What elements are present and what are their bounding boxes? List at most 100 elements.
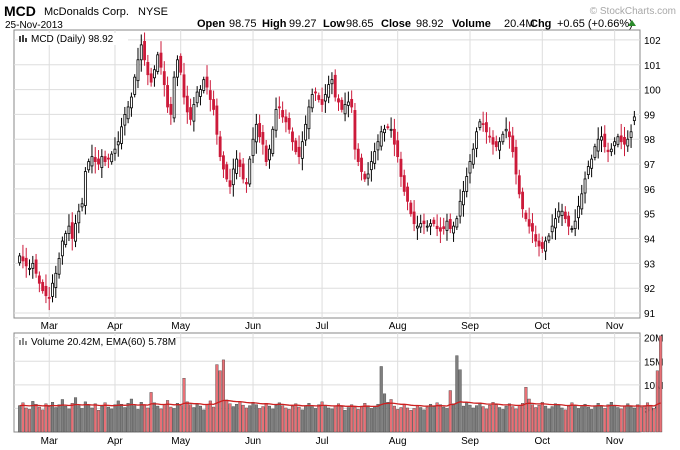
volume-bar	[195, 403, 199, 433]
volume-bar	[74, 397, 78, 433]
candle-body	[110, 153, 114, 163]
candle-body	[343, 104, 347, 115]
volume-bar	[392, 405, 396, 433]
candle-body	[231, 168, 235, 186]
candle-body	[113, 148, 117, 154]
price-tick-label: 91	[644, 309, 656, 320]
volume-bar	[139, 402, 143, 433]
price-month-labels: Mar Apr May Jun Jul Aug Sep Oct Nov	[41, 321, 624, 332]
candle-body	[586, 166, 590, 176]
candle-body	[563, 211, 567, 220]
volume-bar	[360, 405, 364, 433]
candle-body	[120, 126, 123, 144]
candle-body	[67, 225, 71, 234]
candle-body	[57, 258, 61, 275]
candle-body	[632, 116, 636, 122]
volume-bar	[129, 398, 133, 433]
candle-body	[363, 173, 367, 180]
candle-body	[330, 79, 334, 85]
candle-body	[294, 140, 298, 153]
volume-bar	[593, 405, 597, 433]
candle-body	[60, 240, 64, 257]
volume-bar	[468, 404, 472, 433]
candle-body	[307, 106, 311, 130]
price-legend-label: MCD (Daily) 98.92	[31, 34, 114, 45]
volume-ema-line	[19, 399, 661, 408]
candle-body	[629, 131, 633, 138]
volume-bar	[106, 406, 110, 433]
price-candles	[18, 32, 636, 311]
high-label: High	[262, 18, 287, 30]
price-month-label: Mar	[41, 321, 59, 332]
volume-bar	[100, 405, 104, 433]
volume-month-label: Jul	[316, 436, 329, 447]
volume-bar	[475, 405, 479, 433]
symbol: MCD	[4, 3, 36, 19]
candle-body	[93, 157, 97, 162]
candle-body	[327, 84, 331, 98]
volume-bar	[304, 405, 308, 433]
candle-body	[619, 135, 623, 143]
volume-bar	[583, 403, 587, 433]
volume-bar	[189, 404, 193, 433]
volume-bar	[103, 402, 107, 433]
candle-body	[153, 69, 156, 79]
price-tick-label: 100	[644, 86, 661, 97]
volume-bar	[297, 406, 301, 433]
candle-body	[310, 94, 314, 109]
candle-body	[567, 215, 571, 227]
price-month-label: Apr	[107, 321, 123, 332]
volume-bar	[336, 403, 341, 433]
candle-body	[560, 210, 564, 216]
candle-body	[356, 148, 360, 162]
volume-bars	[18, 335, 663, 433]
volume-bar	[553, 403, 557, 433]
volume-bar	[175, 403, 179, 433]
candle-body	[603, 133, 607, 148]
volume-bar	[254, 404, 258, 433]
price-tick-label: 94	[644, 235, 656, 246]
up-arrow-icon	[628, 20, 636, 26]
candle-body	[540, 242, 544, 249]
candle-body	[18, 255, 22, 264]
volume-bar	[313, 408, 318, 433]
candle-body	[422, 220, 426, 225]
candle-body	[534, 234, 538, 242]
candle-body	[208, 90, 212, 100]
price-month-label: Sep	[461, 321, 479, 332]
volume-bar	[333, 405, 337, 433]
candle-body	[323, 94, 327, 102]
candle-body	[106, 157, 110, 160]
candle-body	[547, 235, 551, 241]
candle-body	[225, 164, 229, 180]
candle-body	[419, 223, 423, 228]
volume-bar	[452, 403, 456, 433]
candle-body	[212, 99, 216, 110]
candle-body	[392, 128, 396, 145]
candle-body	[47, 296, 51, 299]
chg-label: Chg	[530, 18, 551, 30]
volume-bar	[172, 408, 176, 433]
volume-month-labels: Mar Apr May Jun Jul Aug Sep Oct Nov	[41, 436, 624, 447]
volume-bar	[24, 407, 28, 433]
volume-bar	[70, 403, 74, 433]
volume-bar	[567, 405, 571, 433]
volume-bar	[159, 408, 163, 433]
candle-body	[438, 227, 442, 232]
candle-body	[373, 151, 377, 164]
volume-bar	[277, 402, 281, 433]
volume-bar	[415, 405, 419, 433]
volume-tick-label: 15M	[644, 357, 663, 368]
volume-tick-label: 20M	[644, 334, 663, 345]
candle-body	[64, 233, 68, 245]
candle-body	[133, 76, 137, 95]
candle-body	[366, 173, 370, 179]
candle-body	[248, 158, 252, 185]
volume-bar	[248, 405, 252, 433]
candle-body	[103, 156, 107, 162]
candle-body	[271, 128, 275, 154]
volume-bar	[540, 402, 544, 433]
candle-body	[626, 138, 630, 147]
candle-body	[442, 226, 446, 230]
price-month-label: Jun	[245, 321, 261, 332]
